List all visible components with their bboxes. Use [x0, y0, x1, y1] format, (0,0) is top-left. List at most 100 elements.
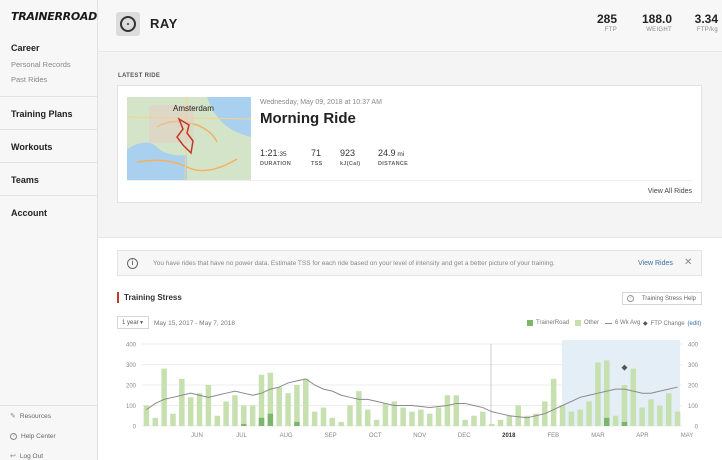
ride-stat-duration-value: 1:21:35	[260, 148, 287, 158]
chevron-down-icon: ▼	[139, 320, 144, 326]
bar-other	[568, 411, 575, 426]
six-week-avg-line	[146, 378, 678, 419]
training-stress-title: Training Stress	[117, 292, 182, 303]
bar-other	[205, 385, 212, 426]
bar-other	[409, 411, 415, 426]
profile-header: RAY 285 FTP 188.0 WEIGHT 3.34 FTP/kg	[98, 0, 722, 52]
bar-other	[630, 368, 637, 426]
ftp-edit-link[interactable]: (edit)	[687, 320, 702, 327]
x-tick-label: MAR	[591, 433, 605, 439]
ride-stat-tss-value: 71	[311, 148, 322, 158]
x-tick-label: OCT	[369, 433, 382, 439]
x-tick-label: JUL	[236, 433, 247, 439]
sidebar-section-teams: Teams	[0, 163, 98, 196]
bar-other	[294, 385, 300, 426]
stat-ftp: 285 FTP	[597, 12, 617, 33]
bar-other	[497, 419, 504, 426]
bar-other	[533, 413, 539, 426]
latest-ride-section: LATEST RIDE Amsterdam Wednesday, May 09,…	[98, 52, 722, 238]
bar-other	[674, 411, 681, 426]
range-select[interactable]: 1 year ▼	[117, 316, 149, 329]
bar-other	[559, 405, 566, 426]
bar-other	[196, 393, 203, 426]
legend-avg-line	[605, 322, 612, 324]
y-tick-right: 400	[688, 343, 699, 349]
view-all-rides-link[interactable]: View All Rides	[647, 188, 692, 195]
bar-other	[223, 401, 229, 426]
bar-other	[621, 385, 628, 426]
x-tick-label: DEC	[458, 433, 471, 439]
log-out-label: Log Out	[19, 452, 44, 460]
legend-trainerroad[interactable]: TrainerRoad	[527, 320, 569, 326]
y-tick-right: 300	[688, 363, 699, 369]
bar-other	[258, 374, 265, 426]
sidebar-item-workouts[interactable]: Workouts	[11, 142, 53, 152]
bar-other	[303, 378, 309, 426]
sidebar: TRAINERROAD Career Personal Records Past…	[0, 0, 98, 460]
bar-trainerroad	[267, 413, 274, 426]
sidebar-item-past-rides[interactable]: Past Rides	[11, 75, 48, 84]
bar-other	[586, 401, 592, 426]
sidebar-item-teams[interactable]: Teams	[11, 175, 39, 185]
legend-avg-label: 6 Wk Avg	[615, 320, 641, 326]
no-power-notice: i You have rides that have no power data…	[117, 250, 702, 276]
bar-other	[426, 413, 433, 426]
y-tick-left: 200	[126, 384, 137, 390]
legend-other[interactable]: Other	[575, 320, 599, 326]
help-center-link[interactable]: ? Help Center	[10, 433, 56, 440]
bar-other	[515, 405, 521, 426]
bar-other	[418, 409, 424, 426]
bar-other	[471, 415, 477, 426]
trainerroad-logo[interactable]: TRAINERROAD	[11, 10, 97, 23]
sidebar-item-training-plans[interactable]: Training Plans	[11, 109, 73, 119]
ride-stat-duration-label: DURATION	[260, 161, 292, 167]
ride-map[interactable]: Amsterdam	[127, 97, 251, 180]
bar-other	[382, 403, 389, 426]
resources-link[interactable]: ✎ Resources	[10, 412, 51, 421]
view-rides-link[interactable]: View Rides	[638, 260, 673, 267]
legend-ftp[interactable]: ◆ FTP Change (edit)	[643, 320, 702, 328]
avatar[interactable]	[116, 12, 140, 36]
notice-text: You have rides that have no power data. …	[153, 260, 555, 267]
bar-other	[276, 387, 282, 426]
x-tick-label: FEB	[548, 433, 560, 439]
ride-date: Wednesday, May 09, 2018 at 10:37 AM	[260, 99, 382, 106]
sidebar-item-career[interactable]: Career	[11, 43, 40, 53]
bar-other	[329, 417, 336, 426]
bar-other	[391, 401, 398, 426]
avatar-icon	[120, 16, 136, 32]
x-tick-label: MAY	[681, 433, 694, 439]
help-icon: ?	[627, 295, 634, 302]
bar-other	[506, 415, 513, 426]
latest-ride-label: LATEST RIDE	[118, 73, 161, 79]
sidebar-section-training-plans: Training Plans	[0, 97, 98, 130]
range-select-value: 1 year	[122, 320, 139, 326]
map-city-label: Amsterdam	[173, 104, 214, 113]
bar-other	[170, 413, 176, 426]
bar-other	[214, 415, 220, 426]
bar-trainerroad	[621, 421, 628, 426]
sidebar-footer: ✎ Resources ? Help Center ↩ Log Out	[0, 405, 98, 460]
sidebar-item-personal-records[interactable]: Personal Records	[11, 60, 71, 69]
sidebar-item-account[interactable]: Account	[11, 208, 47, 218]
ride-map-graphic: Amsterdam	[127, 97, 251, 180]
y-tick-left: 300	[126, 363, 137, 369]
latest-ride-card[interactable]: Amsterdam Wednesday, May 09, 2018 at 10:…	[117, 85, 702, 203]
stat-ftp-kg-value: 3.34	[694, 12, 718, 26]
bar-other	[400, 407, 406, 426]
y-tick-left: 0	[133, 425, 137, 431]
ride-title[interactable]: Morning Ride	[260, 110, 356, 127]
bar-other	[338, 421, 344, 426]
x-tick-label: AUG	[280, 433, 293, 439]
bar-other	[356, 391, 362, 426]
y-tick-right: 200	[688, 384, 699, 390]
training-stress-help-button[interactable]: ? Training Stress Help	[622, 292, 702, 305]
log-out-link[interactable]: ↩ Log Out	[10, 452, 43, 460]
bar-other	[249, 405, 256, 426]
x-tick-label: JUN	[191, 433, 203, 439]
legend-other-label: Other	[584, 320, 600, 326]
legend-ftp-label: FTP Change	[650, 320, 685, 327]
close-icon[interactable]: ✕	[684, 257, 693, 268]
legend-avg[interactable]: 6 Wk Avg	[605, 320, 640, 326]
x-tick-label: NOV	[413, 433, 426, 439]
